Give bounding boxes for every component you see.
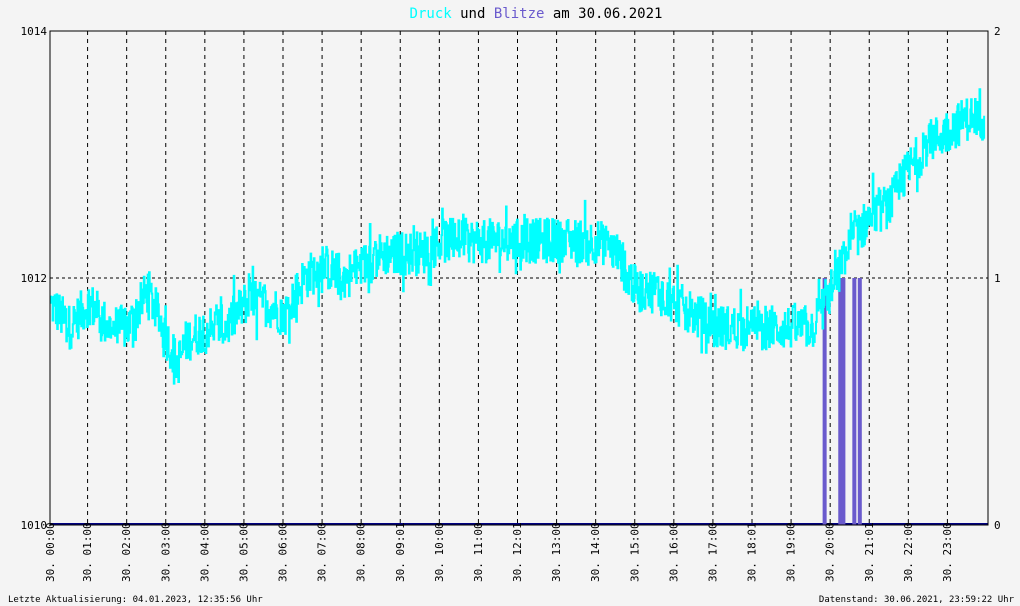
x-tick-label: 30. 03:00 [159, 522, 172, 582]
title-und: und [452, 6, 494, 22]
title-druck: Druck [410, 6, 453, 22]
x-tick-label: 30. 08:00 [355, 522, 368, 582]
x-tick-label: 30. 00:00 [44, 522, 57, 582]
x-tick-label: 30. 18:01 [746, 522, 759, 582]
x-tick-label: 30. 21:01 [863, 522, 876, 582]
x-tick-label: 30. 20:00 [824, 522, 837, 582]
x-tick-label: 30. 15:00 [628, 522, 641, 582]
x-tick-label: 30. 05:00 [237, 522, 250, 582]
x-tick-label: 30. 13:00 [550, 522, 563, 582]
y-right-tick-label: 2 [994, 25, 1001, 38]
pressure-series [49, 88, 986, 385]
footer-last-update: Letzte Aktualisierung: 04.01.2023, 12:35… [8, 595, 263, 605]
plot-frame [49, 30, 989, 526]
y-left-tick-label: 1012 [21, 272, 48, 285]
x-tick-label: 30. 10:00 [433, 522, 446, 582]
pressure-line [49, 88, 986, 385]
lightning-bar [857, 278, 862, 525]
axes [49, 30, 989, 526]
lightning-series [50, 278, 988, 525]
y-right-tick-label: 1 [994, 272, 1001, 285]
y-left-tick-label: 1014 [21, 25, 48, 38]
x-tick-label: 30. 11:00 [472, 522, 485, 582]
x-tick-label: 30. 16:00 [667, 522, 680, 582]
y-right-tick-label: 0 [994, 519, 1001, 532]
lightning-bar [838, 278, 843, 525]
x-tick-label: 30. 07:00 [316, 522, 329, 582]
x-tick-label: 30. 06:00 [277, 522, 290, 582]
x-tick-label: 30. 22:00 [902, 522, 915, 582]
x-tick-label: 30. 12:01 [511, 522, 524, 582]
x-tick-label: 30. 14:00 [589, 522, 602, 582]
chart-title: Druck und Blitze am 30.06.2021 [410, 6, 663, 22]
title-blitze: Blitze [494, 6, 545, 22]
footer-data-state: Datenstand: 30.06.2021, 23:59:22 Uhr [819, 595, 1015, 605]
lightning-bar [852, 278, 857, 525]
y-left-tick-label: 1010 [21, 519, 48, 532]
x-tick-label: 30. 01:00 [81, 522, 94, 582]
x-tick-label: 30. 19:00 [785, 522, 798, 582]
x-tick-label: 30. 23:00 [941, 522, 954, 582]
x-tick-label: 30. 04:00 [198, 522, 211, 582]
grid [50, 30, 988, 525]
tick-labels: 1010 1012 1014 0 1 2 30. 00:00 30. 01:00 30. 02:… [21, 25, 1001, 582]
x-tick-label: 30. 02:00 [120, 522, 133, 582]
x-tick-label: 30. 17:00 [706, 522, 719, 582]
lightning-bar [822, 278, 827, 525]
title-date: am 30.06.2021 [544, 6, 662, 22]
lightning-bar [841, 278, 846, 525]
x-tick-label: 30. 09:01 [394, 522, 407, 582]
